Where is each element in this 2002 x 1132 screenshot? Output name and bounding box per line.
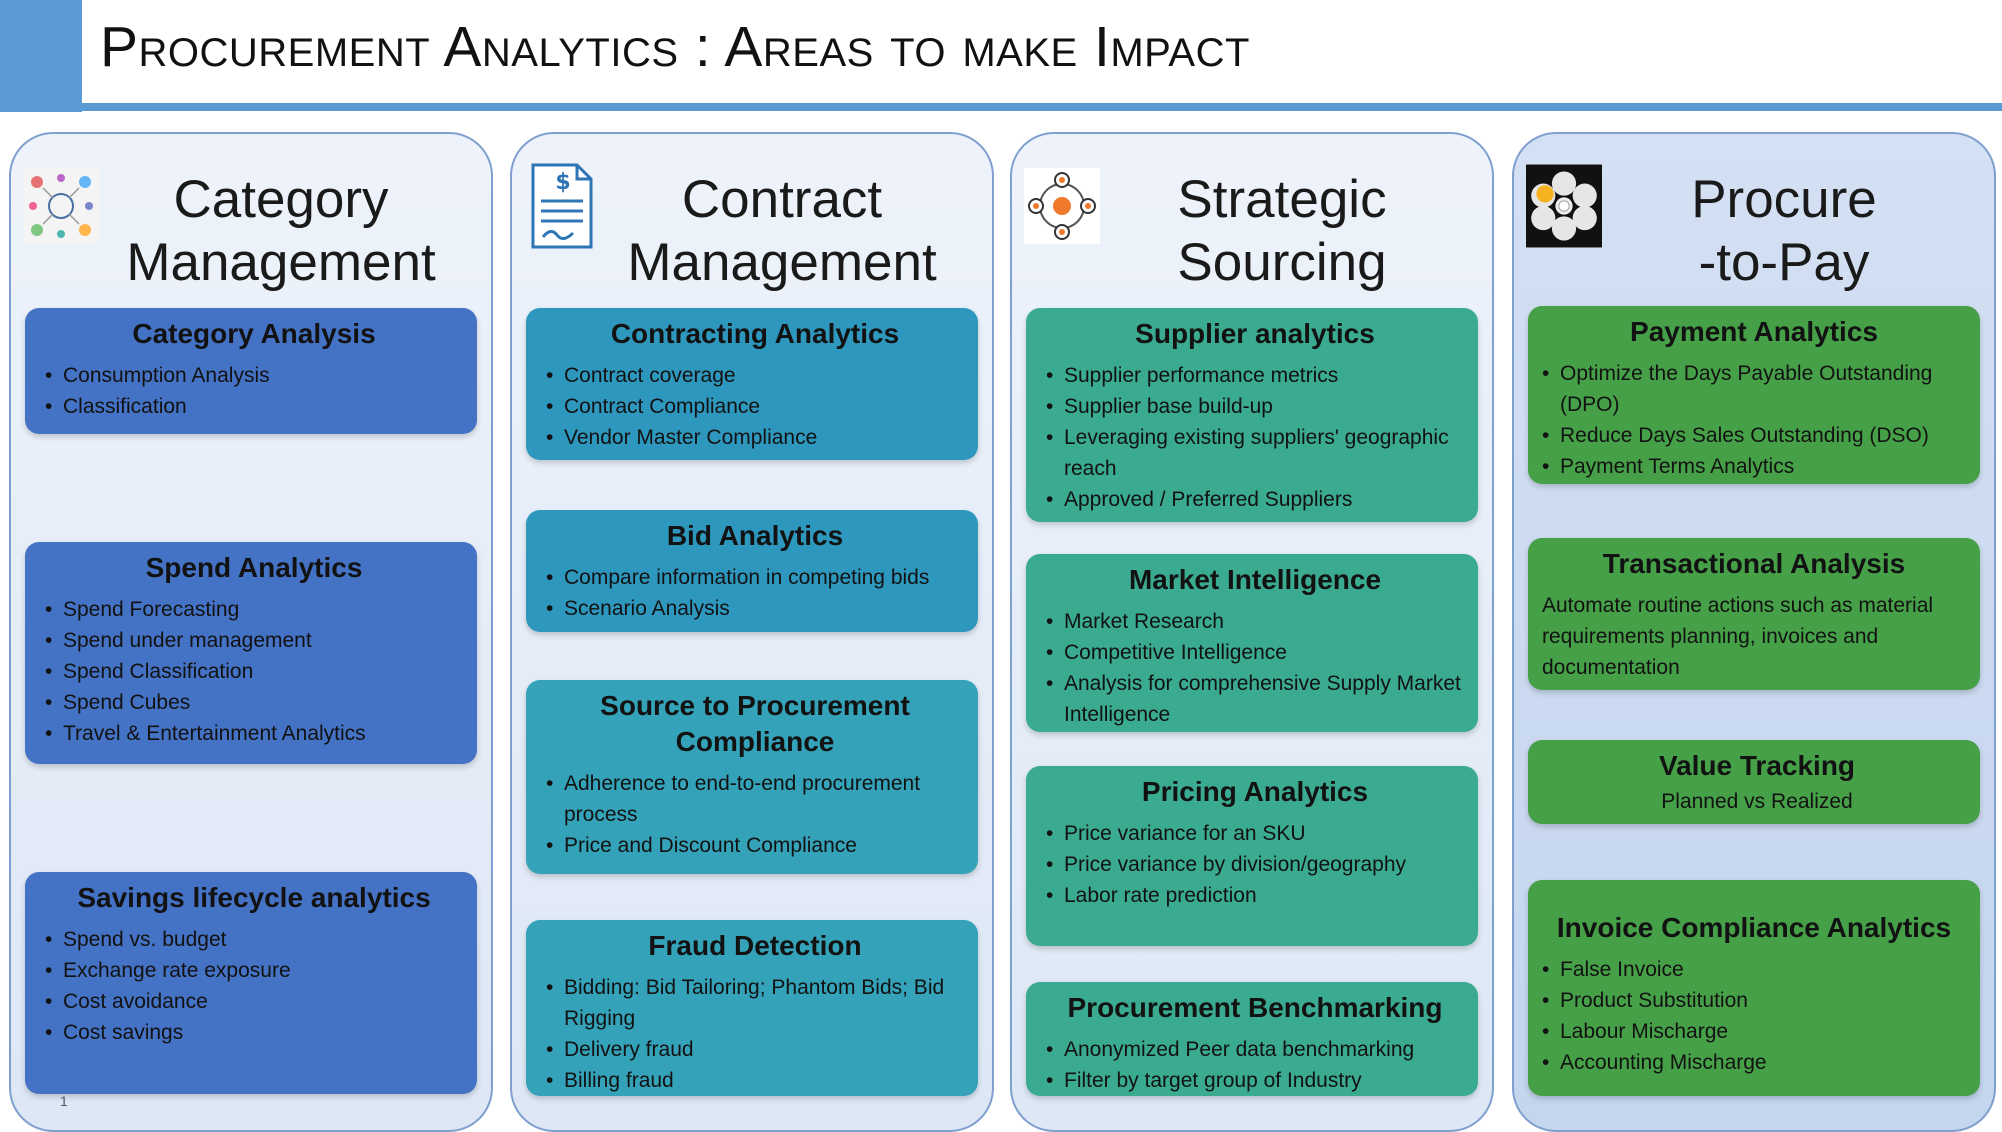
list-item: Labor rate prediction: [1046, 880, 1464, 911]
list-item: Bidding: Bid Tailoring; Phantom Bids; Bi…: [546, 972, 964, 1034]
list-item: Price variance for an SKU: [1046, 818, 1464, 849]
list-item: Payment Terms Analytics: [1542, 451, 1966, 482]
list-item: Spend Classification: [45, 656, 463, 687]
card-market-intelligence: Market Intelligence Market Research Comp…: [1026, 554, 1478, 732]
list-item: False Invoice: [1542, 954, 1966, 985]
card-payment-analytics: Payment Analytics Optimize the Days Paya…: [1528, 306, 1980, 484]
list-item: Delivery fraud: [546, 1034, 964, 1065]
card-title: Pricing Analytics: [1141, 776, 1369, 807]
list-item: Cost avoidance: [45, 986, 463, 1017]
column-header: Strategic Sourcing: [1012, 154, 1492, 314]
column-header: Category Management: [11, 154, 491, 314]
card-title: Bid Analytics: [666, 520, 844, 551]
column-strategic-sourcing: Strategic Sourcing Supplier analytics Su…: [1010, 132, 1494, 1132]
column-procure-to-pay: Procure -to-Pay Payment Analytics Optimi…: [1512, 132, 1996, 1132]
card-contracting-analytics: Contracting Analytics Contract coverage …: [526, 308, 978, 460]
list-item: Price and Discount Compliance: [546, 830, 964, 861]
list-item: Adherence to end-to-end procurement proc…: [546, 768, 964, 830]
list-item: Competitive Intelligence: [1046, 637, 1464, 668]
card-pricing-analytics: Pricing Analytics Price variance for an …: [1026, 766, 1478, 946]
card-title: Category Analysis: [132, 318, 376, 349]
list-item: Exchange rate exposure: [45, 955, 463, 986]
list-item: Spend Forecasting: [45, 594, 463, 625]
list-item: Accounting Mischarge: [1542, 1047, 1966, 1078]
column-title: Contract Management: [627, 170, 937, 292]
card-title: Procurement Benchmarking: [1067, 992, 1443, 1023]
card-title: Market Intelligence: [1128, 564, 1382, 595]
list-item: Filter by target group of Industry: [1046, 1065, 1464, 1096]
card-supplier-analytics: Supplier analytics Supplier performance …: [1026, 308, 1478, 522]
card-title: Supplier analytics: [1135, 318, 1375, 349]
page-number: 1: [60, 1093, 68, 1109]
column-header: $ Contract Management: [512, 154, 992, 314]
card-title: Value Tracking: [1658, 750, 1856, 781]
list-item: Supplier base build-up: [1046, 391, 1464, 422]
list-item: Compare information in competing bids: [546, 562, 964, 593]
contract-document-icon: $: [524, 163, 600, 249]
list-item: Labour Mischarge: [1542, 1016, 1966, 1047]
card-title: Transactional Analysis: [1602, 548, 1906, 579]
card-source-to-procurement-compliance: Source to Procurement Compliance Adheren…: [526, 680, 978, 874]
category-collage-icon: [23, 168, 99, 244]
card-title: Contracting Analytics: [610, 318, 900, 349]
list-item: Spend Cubes: [45, 687, 463, 718]
card-title: Payment Analytics: [1630, 316, 1878, 347]
list-item: Reduce Days Sales Outstanding (DSO): [1542, 420, 1966, 451]
list-item: Analysis for comprehensive Supply Market…: [1046, 668, 1464, 730]
page-title: Procurement Analytics : Areas to make Im…: [100, 15, 1250, 79]
card-procurement-benchmarking: Procurement Benchmarking Anonymized Peer…: [1026, 982, 1478, 1096]
list-item: Scenario Analysis: [546, 593, 964, 624]
column-header: Procure -to-Pay: [1514, 154, 1994, 314]
card-title: Fraud Detection: [648, 930, 862, 961]
card-title: Spend Analytics: [145, 552, 363, 583]
title-accent-bar: [0, 0, 82, 112]
list-item: Contract Compliance: [546, 391, 964, 422]
list-item: Optimize the Days Payable Outstanding (D…: [1542, 358, 1966, 420]
card-text: Automate routine actions such as materia…: [1542, 594, 1934, 679]
sourcing-network-icon: [1024, 168, 1100, 244]
card-bid-analytics: Bid Analytics Compare information in com…: [526, 510, 978, 632]
list-item: Anonymized Peer data benchmarking: [1046, 1034, 1464, 1065]
procure-flower-icon: [1526, 164, 1602, 248]
list-item: Spend under management: [45, 625, 463, 656]
card-fraud-detection: Fraud Detection Bidding: Bid Tailoring; …: [526, 920, 978, 1096]
card-spend-analytics: Spend Analytics Spend Forecasting Spend …: [25, 542, 477, 764]
list-item: Classification: [45, 391, 463, 422]
list-item: Travel & Entertainment Analytics: [45, 718, 463, 749]
card-title: Source to Procurement Compliance: [600, 690, 910, 757]
list-item: Supplier performance metrics: [1046, 360, 1464, 391]
list-item: Spend vs. budget: [45, 924, 463, 955]
title-underline: [0, 103, 2002, 111]
card-title: Invoice Compliance Analytics: [1556, 912, 1952, 943]
card-invoice-compliance-analytics: Invoice Compliance Analytics False Invoi…: [1528, 880, 1980, 1096]
list-item: Leveraging existing suppliers' geographi…: [1046, 422, 1464, 484]
list-item: Price variance by division/geography: [1046, 849, 1464, 880]
svg-text:$: $: [555, 170, 570, 195]
list-item: Consumption Analysis: [45, 360, 463, 391]
card-transactional-analysis: Transactional Analysis Automate routine …: [1528, 538, 1980, 690]
card-value-tracking: Value Tracking Planned vs Realized: [1528, 740, 1980, 824]
column-title: Category Management: [126, 170, 436, 292]
card-savings-lifecycle-analytics: Savings lifecycle analytics Spend vs. bu…: [25, 872, 477, 1094]
list-item: Vendor Master Compliance: [546, 422, 964, 453]
column-category-management: Category Management Category Analysis Co…: [9, 132, 493, 1132]
card-subtitle: Planned vs Realized: [1661, 790, 1853, 813]
column-title: Procure -to-Pay: [1691, 170, 1877, 292]
column-title: Strategic Sourcing: [1177, 170, 1387, 292]
list-item: Billing fraud: [546, 1065, 964, 1096]
list-item: Product Substitution: [1542, 985, 1966, 1016]
list-item: Approved / Preferred Suppliers: [1046, 484, 1464, 515]
card-category-analysis: Category Analysis Consumption Analysis C…: [25, 308, 477, 434]
list-item: Contract coverage: [546, 360, 964, 391]
list-item: Market Research: [1046, 606, 1464, 637]
card-title: Savings lifecycle analytics: [77, 882, 431, 913]
column-contract-management: $ Contract Management Contracting Analyt…: [510, 132, 994, 1132]
list-item: Cost savings: [45, 1017, 463, 1048]
